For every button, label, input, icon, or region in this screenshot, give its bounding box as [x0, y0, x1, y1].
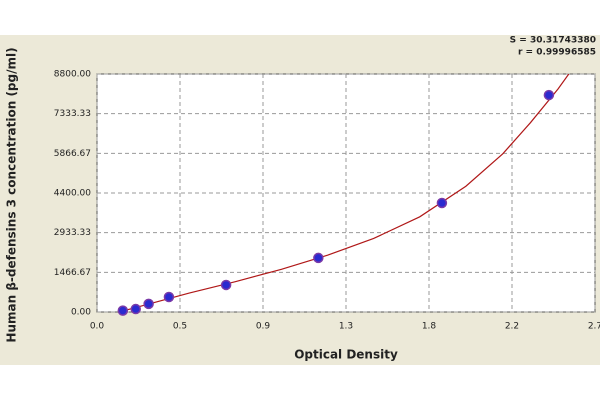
- y-tick-label: 0.00: [71, 308, 91, 318]
- y-axis-title: Human β-defensins 3 concentration (pg/ml…: [5, 47, 19, 342]
- y-tick-label: 2933.33: [54, 228, 91, 238]
- fit-curve: [118, 74, 570, 312]
- x-tick-label: 2.7: [588, 322, 600, 332]
- x-tick-label: 0.5: [173, 322, 187, 332]
- data-point: [313, 252, 324, 264]
- y-tick-label: 7333.33: [54, 109, 91, 119]
- data-point: [163, 291, 175, 303]
- annotation: r = 0.99996585: [518, 48, 596, 58]
- data-point: [543, 89, 555, 101]
- data-point: [220, 279, 232, 291]
- y-tick-label: 8800.00: [54, 70, 91, 80]
- x-axis-title: Optical Density: [294, 348, 398, 362]
- plot-layer: [118, 74, 570, 312]
- annotation: S = 30.31743380: [510, 36, 596, 46]
- data-point: [143, 298, 154, 310]
- data-point: [117, 305, 129, 316]
- y-tick-label: 4400.00: [54, 189, 91, 199]
- x-tick-label: 2.2: [505, 322, 519, 332]
- x-tick-label: 0.9: [256, 322, 271, 332]
- data-point: [130, 303, 141, 315]
- y-tick-label: 5866.67: [54, 149, 91, 159]
- x-tick-label: 1.8: [422, 322, 437, 332]
- x-tick-label: 0.0: [90, 322, 105, 332]
- y-tick-label: 1466.67: [54, 268, 91, 278]
- x-tick-label: 1.3: [339, 322, 353, 332]
- data-point: [436, 197, 448, 209]
